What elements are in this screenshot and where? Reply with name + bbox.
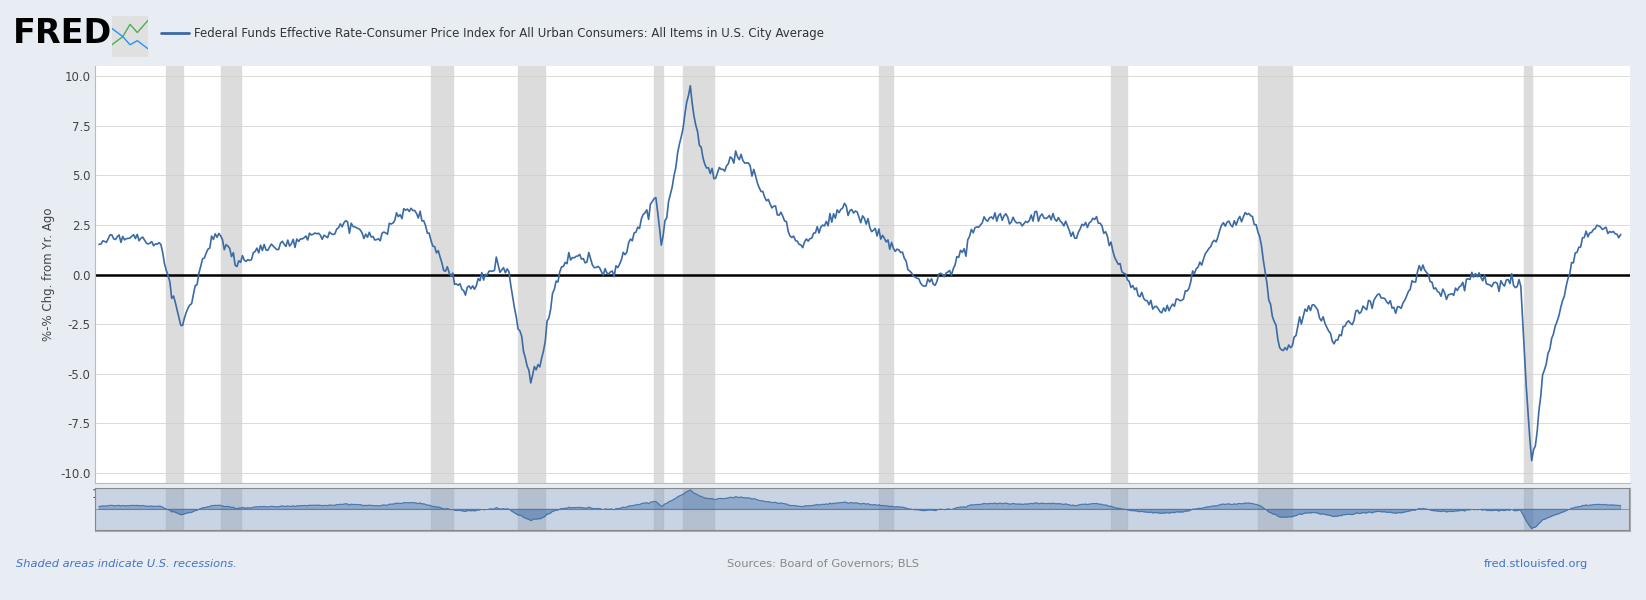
Bar: [518, 488, 545, 531]
Bar: [1111, 488, 1128, 531]
Bar: [431, 488, 453, 531]
Bar: [518, 66, 545, 483]
Bar: [1524, 488, 1532, 531]
Bar: [1258, 66, 1292, 483]
Bar: [221, 488, 240, 531]
Bar: [1258, 488, 1292, 531]
Bar: [653, 66, 663, 483]
Text: Federal Funds Effective Rate-Consumer Price Index for All Urban Consumers: All I: Federal Funds Effective Rate-Consumer Pr…: [194, 27, 825, 40]
Bar: [683, 488, 714, 531]
Bar: [166, 66, 183, 483]
Bar: [653, 488, 663, 531]
Bar: [431, 66, 453, 483]
Bar: [1111, 66, 1128, 483]
Bar: [221, 66, 240, 483]
Bar: [879, 66, 894, 483]
Bar: [1524, 66, 1532, 483]
Bar: [879, 488, 894, 531]
Text: FRED: FRED: [13, 17, 112, 50]
Y-axis label: %-% Chg. from Yr. Ago: %-% Chg. from Yr. Ago: [41, 208, 54, 341]
Bar: [683, 66, 714, 483]
Text: fred.stlouisfed.org: fred.stlouisfed.org: [1485, 559, 1588, 569]
Text: Shaded areas indicate U.S. recessions.: Shaded areas indicate U.S. recessions.: [16, 559, 237, 569]
Bar: [166, 488, 183, 531]
Text: Sources: Board of Governors; BLS: Sources: Board of Governors; BLS: [728, 559, 918, 569]
